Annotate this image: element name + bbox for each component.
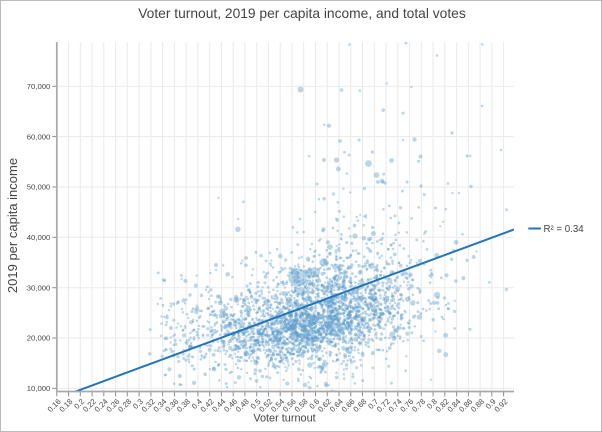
svg-text:40,000: 40,000 [27,233,51,242]
svg-text:50,000: 50,000 [27,183,51,192]
svg-text:R² = 0.34: R² = 0.34 [544,224,585,235]
svg-text:Voter turnout, 2019 per capita: Voter turnout, 2019 per capita income, a… [138,6,466,21]
svg-text:60,000: 60,000 [27,132,51,141]
svg-text:20,000: 20,000 [27,334,51,343]
svg-text:2019 per capita income: 2019 per capita income [5,158,20,293]
svg-text:30,000: 30,000 [27,283,51,292]
svg-text:70,000: 70,000 [27,82,51,91]
svg-text:10,000: 10,000 [27,384,51,393]
svg-text:Voter turnout: Voter turnout [253,413,315,425]
